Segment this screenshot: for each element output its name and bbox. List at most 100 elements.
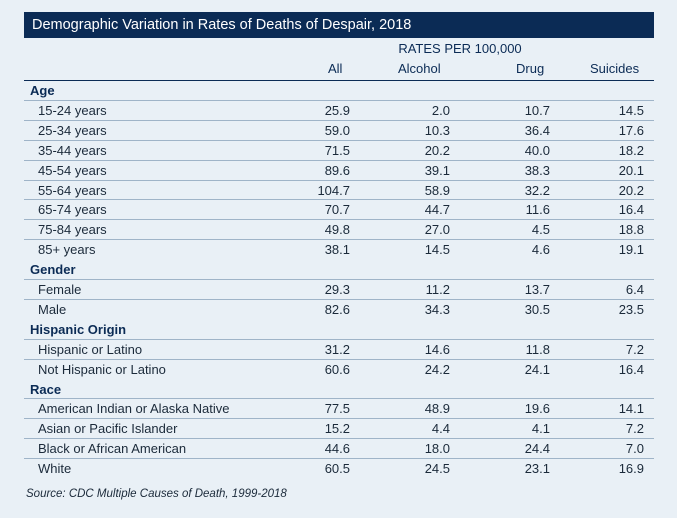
row-divider <box>24 179 654 181</box>
section-header: Hispanic Origin <box>24 320 654 339</box>
table-row: 75-84 years 49.8 27.0 4.5 18.8 <box>24 220 654 239</box>
row-label: White <box>38 461 72 477</box>
value-alcohol: 10.3 <box>424 122 450 138</box>
row-divider <box>24 119 654 121</box>
row-divider <box>24 298 654 300</box>
value-drug: 24.4 <box>524 441 550 457</box>
value-drug: 36.4 <box>524 122 550 138</box>
row-divider <box>24 438 654 440</box>
value-alcohol: 2.0 <box>431 102 450 118</box>
value-all: 104.7 <box>317 182 350 198</box>
value-drug: 32.2 <box>524 182 550 198</box>
value-drug: 11.8 <box>525 341 550 357</box>
row-label: 35-44 years <box>38 142 107 158</box>
value-alcohol: 4.4 <box>431 421 450 437</box>
value-all: 38.1 <box>324 242 350 258</box>
value-alcohol: 18.0 <box>424 441 450 457</box>
table-row: American Indian or Alaska Native 77.5 48.9… <box>24 399 654 418</box>
value-drug: 24.1 <box>524 361 550 377</box>
value-all: 44.6 <box>324 441 350 457</box>
table-row: 55-64 years 104.7 58.9 32.2 20.2 <box>24 181 654 200</box>
value-all: 60.5 <box>324 461 350 477</box>
value-all: 82.6 <box>324 301 350 317</box>
row-label: Asian or Pacific Islander <box>38 421 178 437</box>
value-suicides: 14.5 <box>618 102 644 118</box>
table-row: White 60.5 24.5 23.1 16.9 <box>24 459 654 478</box>
value-all: 71.5 <box>324 142 350 158</box>
value-alcohol: 39.1 <box>424 162 450 178</box>
table-row: Asian or Pacific Islander 15.2 4.4 4.1 7.2 <box>24 419 654 438</box>
row-divider <box>24 338 654 340</box>
section-label: Age <box>30 83 55 98</box>
rates-header: RATES PER 100,000 <box>398 41 522 56</box>
row-label: Hispanic or Latino <box>38 341 143 357</box>
row-label: Male <box>38 301 67 317</box>
value-all: 70.7 <box>324 202 350 218</box>
value-drug: 30.5 <box>524 301 550 317</box>
value-alcohol: 24.5 <box>424 461 450 477</box>
table-row: Female 29.3 11.2 13.7 6.4 <box>24 280 654 299</box>
row-label: 65-74 years <box>38 202 107 218</box>
section-label: Hispanic Origin <box>30 321 127 337</box>
section-label: Gender <box>30 262 76 278</box>
value-alcohol: 14.5 <box>424 242 450 258</box>
row-divider <box>24 358 654 360</box>
row-divider <box>24 239 654 241</box>
row-divider <box>24 219 654 221</box>
value-drug: 19.6 <box>524 401 550 417</box>
row-divider <box>24 398 654 400</box>
value-drug: 4.6 <box>531 242 550 258</box>
value-suicides: 18.2 <box>618 142 644 158</box>
section-label: Race <box>30 381 62 397</box>
value-all: 77.5 <box>324 401 350 417</box>
value-all: 31.2 <box>324 341 350 357</box>
column-header-drug: Drug <box>516 61 545 76</box>
value-drug: 11.6 <box>525 202 550 218</box>
row-label: 25-34 years <box>38 122 107 138</box>
row-divider <box>24 199 654 201</box>
table-row: Male 82.6 34.3 30.5 23.5 <box>24 300 654 319</box>
value-suicides: 16.4 <box>618 202 644 218</box>
value-alcohol: 48.9 <box>424 401 450 417</box>
table-title: Demographic Variation in Rates of Deaths… <box>24 12 654 38</box>
value-all: 59.0 <box>324 122 350 138</box>
row-label: 85+ years <box>38 242 96 258</box>
value-suicides: 19.1 <box>618 242 644 258</box>
value-alcohol: 24.2 <box>424 361 450 377</box>
value-suicides: 18.8 <box>618 222 644 238</box>
value-all: 15.2 <box>324 421 350 437</box>
section-header: Race <box>24 380 654 399</box>
value-drug: 38.3 <box>524 162 550 178</box>
value-suicides: 20.2 <box>618 182 644 198</box>
table-row: 35-44 years 71.5 20.2 40.0 18.2 <box>24 141 654 160</box>
column-header-all: All <box>328 61 343 76</box>
header-rule <box>24 80 654 81</box>
value-alcohol: 34.3 <box>424 301 450 317</box>
row-label: 15-24 years <box>38 102 107 118</box>
table-row: 25-34 years 59.0 10.3 36.4 17.6 <box>24 121 654 140</box>
row-label: 75-84 years <box>38 222 107 238</box>
value-suicides: 7.0 <box>625 441 644 457</box>
value-suicides: 23.5 <box>618 301 644 317</box>
value-drug: 13.7 <box>524 282 550 297</box>
value-alcohol: 20.2 <box>424 142 450 158</box>
value-suicides: 16.4 <box>618 361 644 377</box>
value-alcohol: 14.6 <box>424 341 450 357</box>
value-alcohol: 27.0 <box>424 222 450 238</box>
row-divider <box>24 418 654 420</box>
table-row: 85+ years 38.1 14.5 4.6 19.1 <box>24 240 654 259</box>
value-drug: 23.1 <box>524 461 550 477</box>
value-suicides: 20.1 <box>618 162 644 178</box>
table-row: 65-74 years 70.7 44.7 11.6 16.4 <box>24 200 654 219</box>
row-label: Female <box>38 282 82 297</box>
section-header: Age <box>24 81 654 100</box>
row-label: Not Hispanic or Latino <box>38 361 166 377</box>
value-suicides: 7.2 <box>625 341 644 357</box>
value-suicides: 7.2 <box>625 421 644 437</box>
value-all: 29.3 <box>324 282 350 297</box>
table-row: Black or African American 44.6 18.0 24.4 7.0 <box>24 439 654 458</box>
table-row: 45-54 years 89.6 39.1 38.3 20.1 <box>24 161 654 180</box>
row-divider <box>24 458 654 460</box>
value-all: 25.9 <box>324 102 350 118</box>
value-suicides: 14.1 <box>618 401 644 417</box>
